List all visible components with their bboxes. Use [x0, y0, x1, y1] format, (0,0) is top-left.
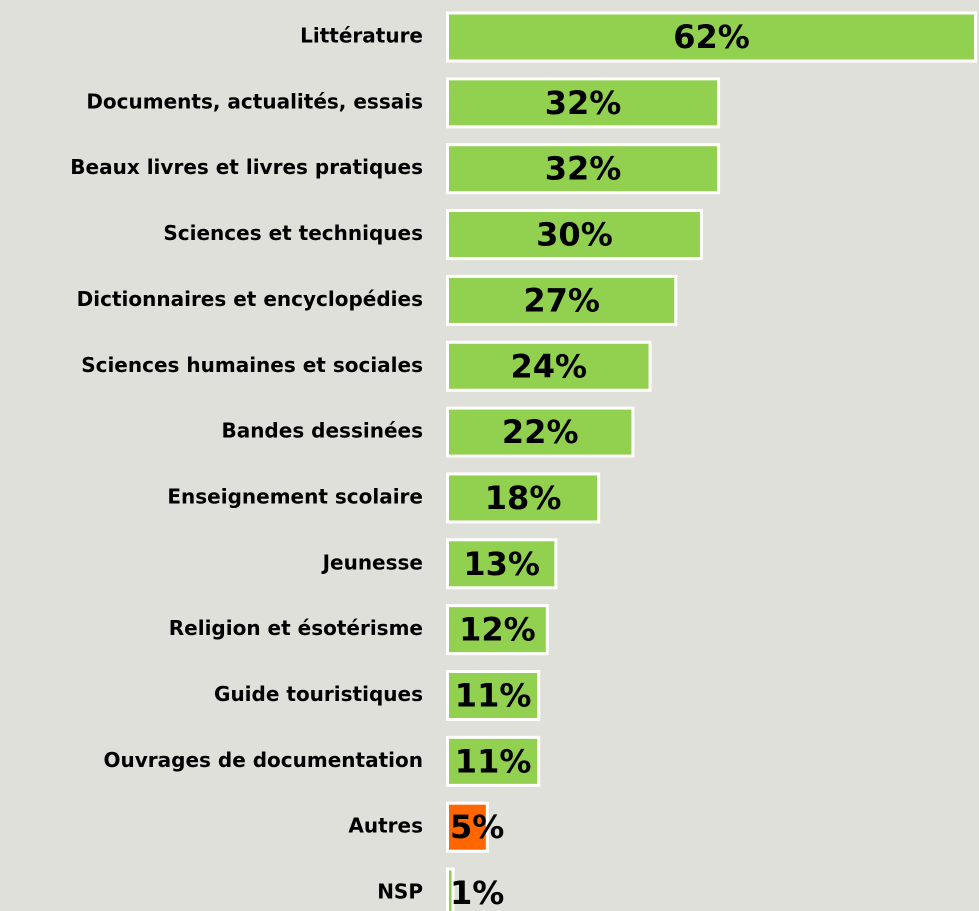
value-label: 18%: [485, 479, 562, 517]
category-label: Documents, actualités, essais: [86, 89, 423, 113]
value-label: 5%: [450, 808, 504, 846]
category-label: Guide touristiques: [214, 682, 423, 706]
bar: [446, 143, 721, 195]
bar: [446, 406, 635, 458]
value-label: 32%: [545, 150, 622, 188]
bar: [446, 11, 977, 63]
bar: [446, 538, 558, 590]
category-label: Dictionnaires et encyclopédies: [77, 287, 423, 311]
value-label: 22%: [502, 413, 579, 451]
bar: [446, 209, 703, 261]
value-label: 11%: [455, 677, 532, 715]
category-label: Ouvrages de documentation: [104, 748, 423, 772]
bar: [446, 604, 549, 656]
value-label: 11%: [455, 742, 532, 780]
value-label: 1%: [450, 874, 504, 911]
bar: [446, 274, 678, 326]
category-label: Bandes dessinées: [221, 419, 423, 443]
bar: [446, 801, 489, 853]
bar: [446, 77, 721, 129]
category-label: Religion et ésotérisme: [169, 616, 423, 640]
value-label: 30%: [536, 216, 613, 254]
category-label: Littérature: [300, 24, 423, 48]
value-label: 24%: [510, 347, 587, 385]
category-label: Enseignement scolaire: [167, 484, 423, 508]
bar: [446, 867, 455, 911]
value-label: 32%: [545, 84, 622, 122]
bar: [446, 670, 541, 721]
value-label: 12%: [459, 611, 536, 649]
category-label: Sciences humaines et sociales: [81, 353, 423, 377]
bar: [446, 340, 652, 392]
bar: [446, 735, 541, 787]
category-label: Autres: [348, 814, 423, 838]
category-label: Jeunesse: [321, 550, 423, 574]
value-label: 62%: [673, 18, 750, 56]
value-label: 27%: [523, 281, 600, 319]
category-label: Sciences et techniques: [163, 221, 423, 245]
value-label: 13%: [463, 545, 540, 583]
category-label: Beaux livres et livres pratiques: [70, 155, 423, 179]
category-label: NSP: [377, 880, 423, 904]
bar: [446, 472, 601, 524]
